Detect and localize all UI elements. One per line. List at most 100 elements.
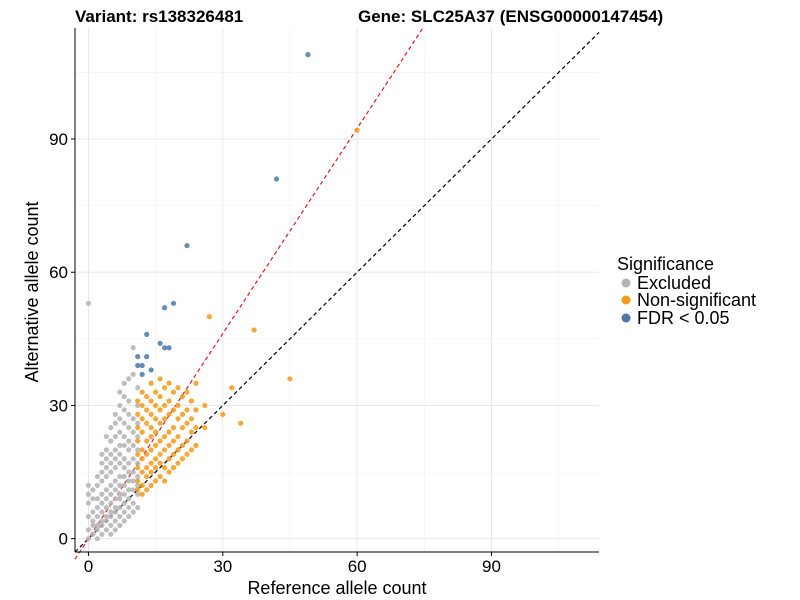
data-point: [90, 531, 96, 537]
data-point: [117, 429, 123, 435]
data-point: [161, 385, 168, 391]
y-tick-label: 90: [49, 130, 68, 149]
data-point: [135, 478, 141, 484]
data-point: [144, 420, 150, 426]
tick-labels: 0 30 60 90 0 30 60 90: [49, 130, 501, 576]
data-point: [130, 500, 136, 506]
data-point: [130, 345, 136, 351]
data-point: [135, 491, 141, 497]
chart-title-left: Variant: rs138326481: [75, 7, 243, 26]
data-point: [161, 305, 168, 311]
data-point: [94, 482, 100, 488]
data-point: [130, 429, 136, 435]
data-point: [354, 127, 360, 133]
data-point: [157, 420, 163, 426]
data-point: [108, 522, 114, 528]
data-point: [117, 522, 123, 528]
data-point: [175, 385, 181, 391]
data-point: [121, 420, 127, 426]
data-point: [148, 482, 154, 488]
data-point: [117, 460, 123, 466]
data-point: [121, 509, 127, 515]
data-point: [94, 513, 100, 520]
data-point: [108, 425, 114, 431]
data-point: [85, 536, 92, 542]
data-point: [135, 411, 141, 417]
data-point: [170, 465, 177, 471]
data-point: [170, 451, 177, 457]
data-point: [148, 433, 154, 440]
data-point: [148, 367, 154, 373]
data-point: [121, 465, 127, 471]
data-point: [139, 402, 145, 409]
data-point: [117, 451, 123, 457]
data-point: [112, 496, 118, 502]
data-point: [103, 513, 109, 520]
legend-marker-fdr: [621, 313, 631, 323]
data-point: [103, 473, 109, 480]
data-point: [99, 531, 105, 537]
data-point: [126, 513, 132, 520]
data-point: [166, 456, 172, 462]
data-point: [170, 438, 177, 444]
data-point: [139, 362, 145, 369]
data-point: [126, 487, 132, 493]
data-point: [121, 482, 127, 488]
data-point: [170, 407, 177, 413]
data-point: [135, 425, 141, 431]
data-point: [188, 447, 195, 453]
data-point: [135, 398, 141, 404]
data-point: [166, 429, 172, 435]
data-point: [126, 447, 132, 453]
data-point: [161, 465, 168, 471]
x-tick-label: 30: [213, 557, 232, 576]
data-point: [112, 420, 118, 426]
data-point: [121, 518, 127, 524]
data-point: [229, 385, 235, 391]
data-point: [108, 513, 114, 520]
data-point: [179, 442, 186, 449]
data-point: [99, 500, 105, 506]
series-non-significant: [135, 127, 360, 497]
data-point: [112, 456, 118, 462]
data-point: [175, 402, 181, 409]
data-point: [94, 536, 100, 542]
data-point: [99, 491, 105, 497]
data-point: [121, 473, 127, 480]
data-point: [112, 433, 118, 440]
data-point: [188, 398, 195, 404]
data-point: [103, 527, 109, 533]
data-point: [175, 416, 181, 422]
data-point: [126, 504, 132, 511]
data-point: [117, 491, 123, 497]
data-point: [193, 407, 199, 413]
data-point: [103, 465, 109, 471]
data-point: [148, 425, 154, 431]
data-point: [139, 469, 145, 475]
data-point: [153, 465, 159, 471]
data-point: [108, 469, 114, 475]
data-point: [144, 465, 150, 471]
reference-line-identity: [74, 32, 600, 553]
data-point: [108, 509, 114, 515]
data-point: [170, 389, 177, 395]
data-point: [126, 496, 132, 502]
data-point: [108, 491, 114, 497]
data-point: [85, 482, 92, 488]
data-point: [144, 487, 150, 493]
data-point: [166, 345, 172, 351]
data-point: [103, 496, 109, 502]
data-point: [126, 376, 132, 382]
data-point: [108, 500, 114, 506]
y-tick-label: 30: [49, 396, 68, 415]
data-point: [108, 531, 114, 537]
data-point: [94, 527, 100, 533]
data-point: [139, 491, 145, 497]
data-point: [153, 416, 159, 422]
data-point: [273, 176, 280, 182]
data-point: [287, 376, 293, 382]
data-point: [103, 447, 109, 453]
data-point: [121, 500, 127, 506]
legend-marker-excluded: [621, 278, 631, 288]
data-point: [153, 389, 159, 395]
